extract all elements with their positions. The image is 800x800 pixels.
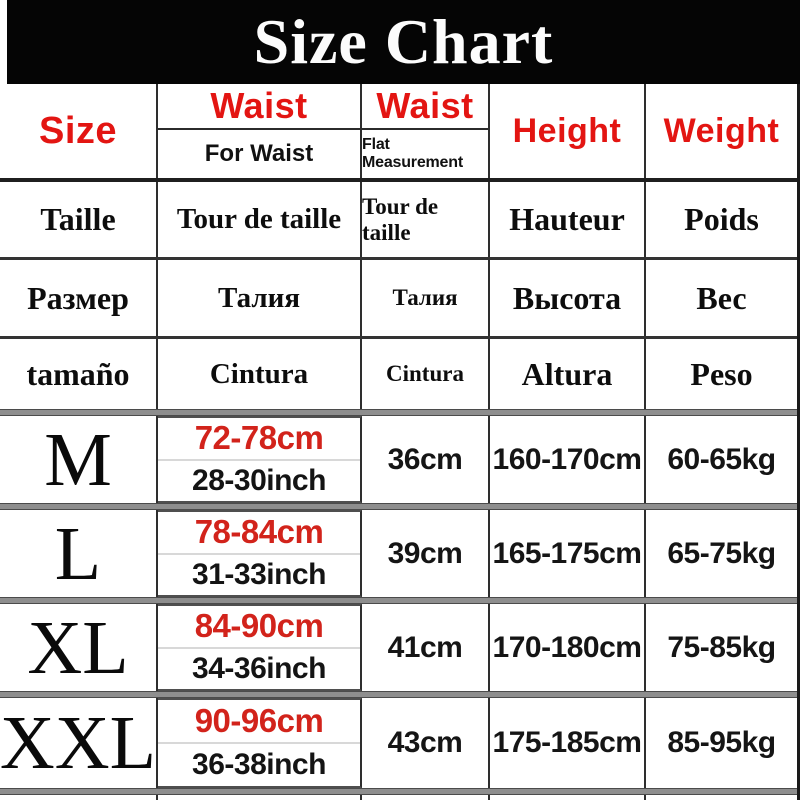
header-waist-for-sublabel: For Waist	[204, 140, 314, 167]
waist-cm-value: 84-90cm	[158, 606, 360, 649]
flat-measure-value: 39cm	[362, 510, 490, 597]
row-separator	[0, 597, 797, 604]
row-separator	[0, 409, 797, 416]
lang-row-spanish: tamaño Cintura Cintura Altura Peso	[0, 336, 797, 409]
header-waist-flat-label: Waist	[362, 84, 488, 130]
french-size: Taille	[0, 182, 158, 257]
waist-cm-value: 72-78cm	[158, 418, 360, 461]
french-weight: Poids	[684, 201, 759, 237]
waist-inch-value: 31-33inch	[192, 557, 326, 591]
waist-cm-value: 78-84cm	[158, 512, 360, 555]
russian-size: Размер	[0, 260, 158, 336]
waist-inch-value: 36-38inch	[192, 748, 326, 781]
french-height: Hauteur	[490, 182, 646, 257]
waist-cell: 72-78cm 28-30inch	[158, 416, 362, 503]
spanish-waist1: Cintura	[158, 339, 362, 409]
row-separator	[0, 503, 797, 510]
height-value: 170-180cm	[490, 604, 646, 691]
row-separator	[0, 691, 797, 698]
header-weight: Weight	[663, 111, 780, 150]
waist-inch-value: 34-36inch	[192, 651, 326, 685]
flat-measure-value: 43cm	[362, 698, 490, 788]
flat-measure-value: 36cm	[362, 416, 490, 503]
header-waist-flat: Waist Flat Measurement	[362, 84, 490, 178]
russian-waist1: Талия	[158, 260, 362, 336]
russian-weight: Вес	[696, 279, 747, 316]
french-waist1: Tour de taille	[158, 182, 362, 257]
flat-measure-value: 41cm	[362, 604, 490, 691]
size-row-m: M 72-78cm 28-30inch 36cm 160-170cm 60-65…	[0, 416, 797, 503]
page-title: Size Chart	[253, 6, 554, 77]
size-row-xxl: XXL 90-96cm 36-38inch 43cm 175-185cm 85-…	[0, 698, 797, 788]
russian-height: Высота	[490, 260, 646, 336]
title-banner: Size Chart	[7, 0, 800, 84]
waist-cell: 84-90cm 34-36inch	[158, 604, 362, 691]
size-label: XL	[0, 604, 158, 691]
spanish-size: tamaño	[0, 339, 158, 409]
size-row-l: L 78-84cm 31-33inch 39cm 165-175cm 65-75…	[0, 510, 797, 597]
spanish-height: Altura	[490, 339, 646, 409]
row-separator	[0, 788, 797, 795]
size-label: XXL	[0, 698, 158, 788]
height-value: 165-175cm	[490, 510, 646, 597]
size-label: L	[0, 510, 158, 597]
size-row-xl: XL 84-90cm 34-36inch 41cm 170-180cm 75-8…	[0, 604, 797, 691]
height-value: 175-185cm	[490, 698, 646, 788]
weight-value: 60-65kg	[667, 442, 776, 476]
waist-cell: 78-84cm 31-33inch	[158, 510, 362, 597]
size-chart-table: Size Waist For Waist Waist Flat Measurem…	[0, 84, 800, 800]
waist-cm-value: 90-96cm	[158, 700, 360, 744]
spanish-weight: Peso	[690, 355, 753, 392]
header-waist-for-label: Waist	[158, 84, 360, 130]
header-waist-for: Waist For Waist	[158, 84, 362, 178]
waist-inch-value: 28-30inch	[192, 463, 326, 497]
waist-cell: 90-96cm 36-38inch	[158, 698, 362, 788]
lang-row-russian: Размер Талия Талия Высота Вес	[0, 257, 797, 336]
header-height: Height	[490, 84, 646, 178]
french-waist2: Tour de taille	[362, 182, 490, 257]
header-waist-flat-sublabel: Flat Measurement	[362, 136, 463, 171]
weight-value: 85-95kg	[667, 726, 776, 759]
size-label: M	[0, 416, 158, 503]
weight-value: 65-75kg	[667, 536, 776, 570]
header-size: Size	[0, 84, 158, 178]
header-row: Size Waist For Waist Waist Flat Measurem…	[0, 84, 797, 178]
russian-waist2: Талия	[362, 260, 490, 336]
weight-value: 75-85kg	[667, 630, 776, 664]
lang-row-french: Taille Tour de taille Tour de taille Hau…	[0, 178, 797, 257]
spanish-waist2: Cintura	[362, 339, 490, 409]
height-value: 160-170cm	[490, 416, 646, 503]
clipped-bottom-row	[0, 795, 797, 800]
